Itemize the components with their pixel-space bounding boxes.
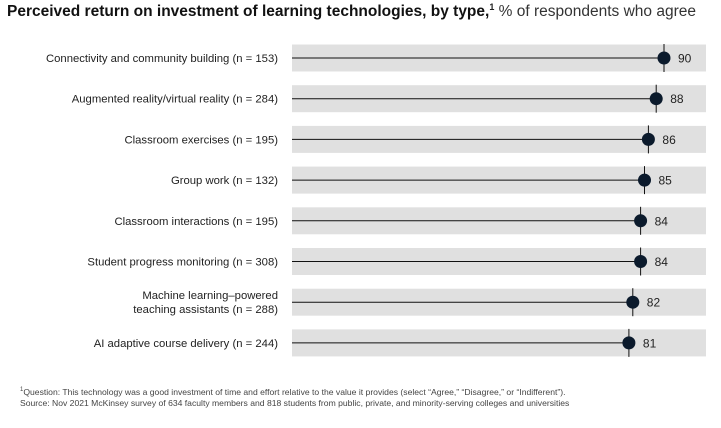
chart-title-footnote-marker: 1 <box>489 1 495 12</box>
value-dot <box>626 295 640 309</box>
value-label: 81 <box>643 336 657 350</box>
category-label: Classroom exercises (n = 195) <box>124 134 278 146</box>
chart-subtitle: % of respondents who agree <box>494 3 696 20</box>
footnote-source: Source: Nov 2021 McKinsey survey of 634 … <box>20 398 570 408</box>
value-dot <box>634 255 648 268</box>
category-label-line: Group work (n = 132) <box>171 175 278 187</box>
category-label: Student progress monitoring (n = 308) <box>87 257 278 269</box>
value-dot <box>649 92 663 106</box>
value-label: 82 <box>647 296 661 310</box>
category-label: Group work (n = 132) <box>171 175 278 187</box>
value-dot <box>641 132 655 146</box>
category-label-line: AI adaptive course delivery (n = 244) <box>94 338 279 350</box>
footnote-question: 1Question: This technology was a good in… <box>20 387 566 397</box>
value-label: 90 <box>678 52 692 66</box>
chart-title: Perceived return on investment of learni… <box>7 1 696 21</box>
value-label: 84 <box>655 214 669 228</box>
category-label: Connectivity and community building (n =… <box>46 53 278 65</box>
value-dot <box>634 214 648 228</box>
category-label: Classroom interactions (n = 195) <box>114 216 278 228</box>
category-label-line: Student progress monitoring (n = 308) <box>87 257 278 269</box>
value-label: 88 <box>670 92 684 106</box>
value-dot <box>638 173 651 187</box>
category-label-line: Machine learning–powered <box>142 290 278 302</box>
value-label: 84 <box>655 255 669 269</box>
value-label: 86 <box>662 133 676 147</box>
value-dot <box>622 336 636 350</box>
value-dot <box>657 51 671 65</box>
category-label-line: teaching assistants (n = 288) <box>133 304 278 316</box>
category-label-line: Augmented reality/virtual reality (n = 2… <box>72 94 279 106</box>
category-label-line: Classroom exercises (n = 195) <box>124 134 278 146</box>
chart-title-main: Perceived return on investment of learni… <box>7 3 490 20</box>
category-label-line: Classroom interactions (n = 195) <box>114 216 278 228</box>
category-label: AI adaptive course delivery (n = 244) <box>94 338 279 350</box>
dot-chart: 90 Connectivity and community building (n… <box>46 44 706 357</box>
value-label: 85 <box>659 174 673 188</box>
category-label-line: Connectivity and community building (n =… <box>46 53 278 65</box>
category-label: Augmented reality/virtual reality (n = 2… <box>72 94 279 106</box>
footnote-question-text: Question: This technology was a good inv… <box>23 387 566 397</box>
category-label: Machine learning–powered teaching assista… <box>133 290 278 316</box>
footnote-marker: 1 <box>20 387 24 394</box>
